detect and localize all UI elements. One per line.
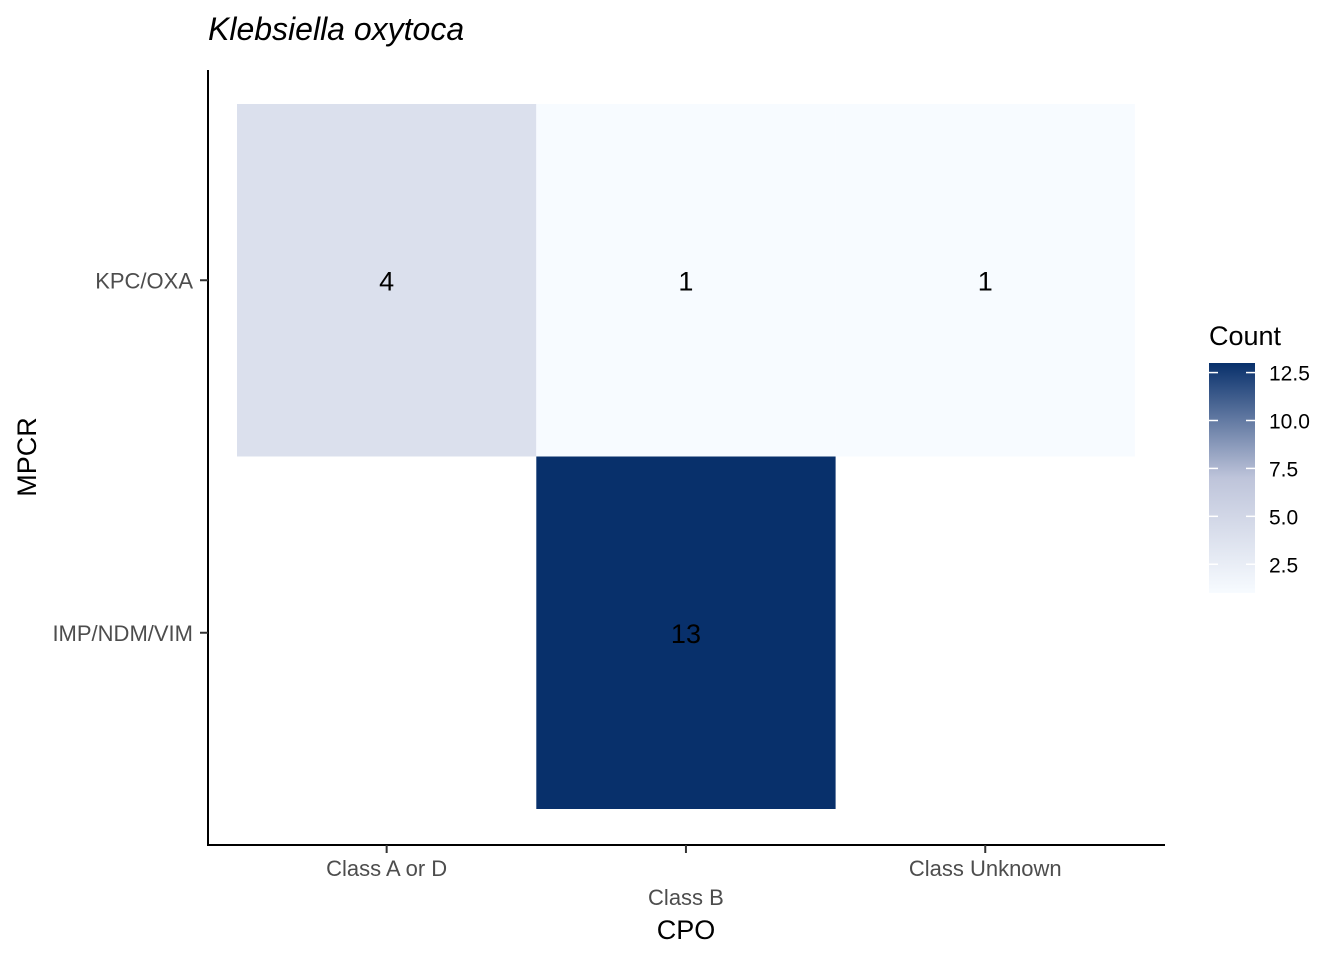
- cell-value-label: 1: [678, 266, 693, 296]
- cell-value-label: 4: [379, 266, 394, 296]
- heatmap-cell: [536, 104, 836, 457]
- x-tick-label: Class Unknown: [909, 856, 1062, 881]
- x-axis-title: CPO: [657, 915, 716, 945]
- color-legend: Count 2.5 5.0 7.5 10.0 12.5: [1209, 321, 1310, 593]
- y-axis-ticks: KPC/OXA IMP/NDM/VIM: [52, 268, 208, 646]
- legend-tick-label: 10.0: [1269, 411, 1310, 434]
- heatmap-cells: 4 1 1 13: [237, 104, 1135, 809]
- cell-value-label: 1: [978, 266, 993, 296]
- chart-title: Klebsiella oxytoca: [208, 11, 464, 47]
- legend-tick-label: 12.5: [1269, 363, 1310, 386]
- heatmap-cell: [237, 104, 537, 457]
- legend-ticks: 2.5 5.0 7.5 10.0 12.5: [1209, 363, 1310, 577]
- heatmap-cell: [835, 104, 1135, 457]
- legend-colorbar: [1209, 363, 1255, 593]
- heatmap-cell: [536, 456, 836, 809]
- legend-tick-label: 5.0: [1269, 506, 1298, 529]
- y-tick-label: KPC/OXA: [95, 268, 193, 293]
- x-tick-label: Class B: [648, 885, 724, 910]
- legend-tick-label: 7.5: [1269, 458, 1298, 481]
- y-tick-label: IMP/NDM/VIM: [52, 621, 193, 646]
- y-axis-title: MPCR: [12, 417, 42, 497]
- legend-tick-label: 2.5: [1269, 554, 1298, 577]
- x-tick-label: Class A or D: [326, 856, 447, 881]
- x-axis-ticks: Class A or D Class B Class Unknown: [326, 845, 1062, 910]
- legend-title: Count: [1209, 321, 1282, 351]
- cell-value-label: 13: [671, 619, 701, 649]
